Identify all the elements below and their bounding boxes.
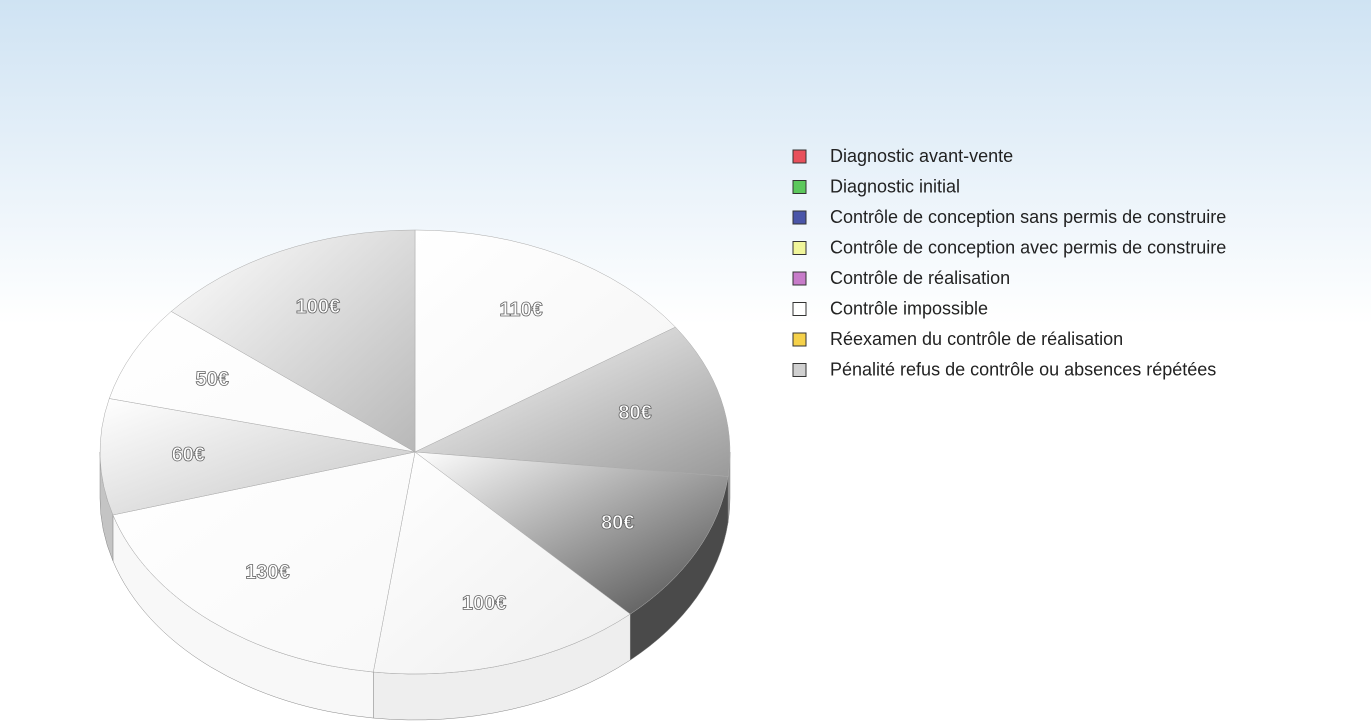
pie-labels: 110€ 80€ 80€ 100€ 130€ 60€ 50€ 100€ <box>171 295 652 615</box>
legend-swatch <box>792 363 807 377</box>
data-label: 80€ <box>618 402 651 424</box>
slice <box>108 311 416 453</box>
legend-swatch <box>792 149 807 164</box>
slice-top <box>373 451 631 675</box>
legend-label: Réexamen du contrôle de réalisation <box>830 329 1123 349</box>
slice <box>112 451 416 673</box>
legend-swatch <box>792 241 807 255</box>
pie-tops <box>99 229 731 675</box>
legend-label: Contrôle de réalisation <box>830 268 1010 288</box>
slice-top <box>108 311 416 453</box>
legend-label: Pénalité refus de contrôle ou absences r… <box>830 359 1216 379</box>
legend-swatch <box>792 271 807 286</box>
legend: Diagnostic avant-vente Diagnostic initial… <box>792 146 1226 379</box>
slice-top <box>414 326 731 477</box>
data-label: 100€ <box>462 593 507 615</box>
legend-swatch <box>792 210 807 225</box>
slice-top <box>170 229 416 453</box>
slice-top <box>99 398 416 516</box>
legend-label: Contrôle de conception sans permis de co… <box>830 207 1226 227</box>
slice <box>414 326 731 477</box>
legend-label: Diagnostic avant-vente <box>830 146 1013 166</box>
legend-swatch <box>792 332 807 347</box>
slice-top <box>414 229 676 453</box>
slice <box>99 398 416 516</box>
legend-label: Diagnostic initial <box>830 176 960 196</box>
legend-label: Contrôle impossible <box>830 298 988 318</box>
data-label: 130€ <box>245 562 290 584</box>
slice <box>414 451 729 615</box>
legend-swatch <box>792 180 807 194</box>
slice <box>414 229 676 453</box>
data-label: 50€ <box>196 369 229 391</box>
slice-top <box>414 451 729 615</box>
data-label: 80€ <box>601 512 634 534</box>
legend-label: Contrôle de conception avec permis de co… <box>830 237 1226 257</box>
data-label: 100€ <box>296 296 341 318</box>
data-label: 60€ <box>172 444 205 466</box>
slice-top <box>112 451 416 673</box>
slice <box>170 229 416 453</box>
legend-swatch <box>792 302 807 316</box>
slice <box>373 451 631 675</box>
data-label: 110€ <box>499 299 542 321</box>
